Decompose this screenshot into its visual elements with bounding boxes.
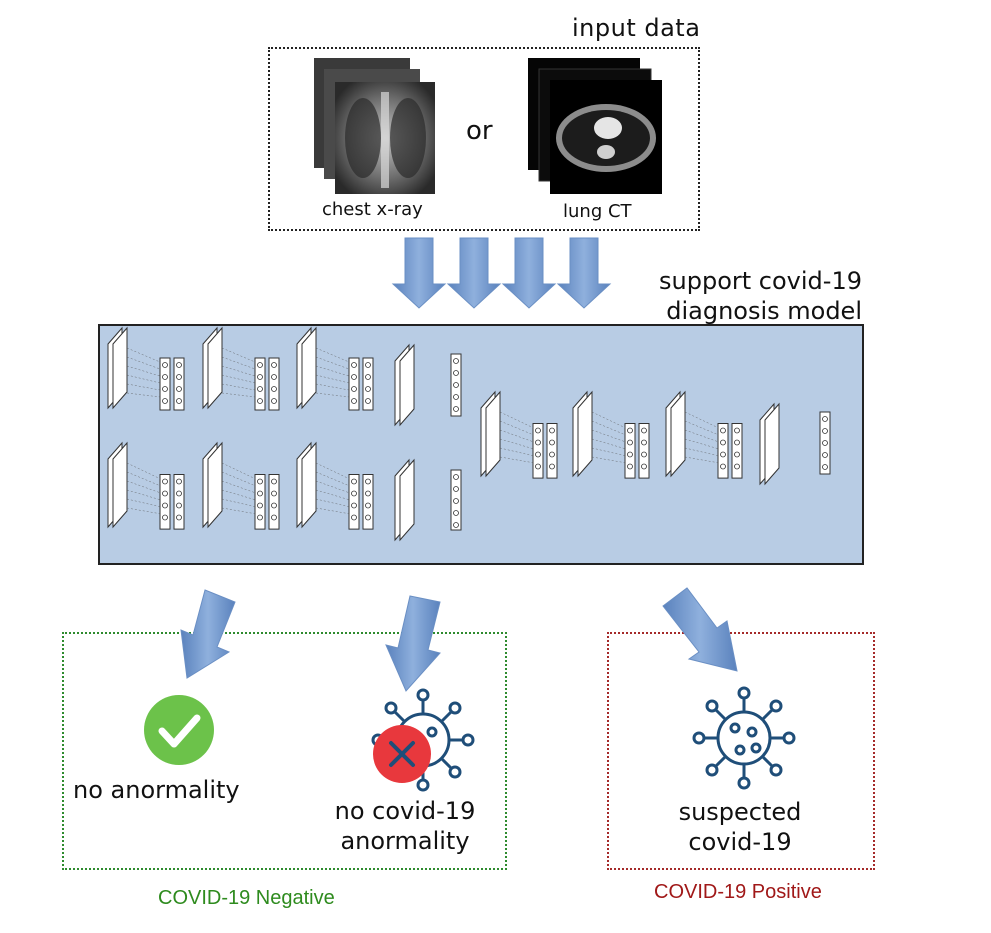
input-data-title: input data	[572, 14, 701, 42]
negative-results-box	[62, 632, 507, 870]
output-arrows	[180, 587, 738, 692]
virus-icon-positive	[692, 686, 796, 790]
lung-ct-images	[528, 58, 662, 194]
positive-results-box	[607, 632, 875, 870]
model-title: support covid-19 diagnosis model	[659, 267, 862, 325]
covid-positive-label: COVID-19 Positive	[654, 881, 822, 903]
no-anormality-label: no anormality	[73, 776, 240, 804]
input-arrows	[391, 237, 612, 309]
lung-ct-label: lung CT	[563, 201, 632, 222]
cross-icon	[373, 725, 431, 783]
check-icon	[144, 695, 214, 765]
chest-xray-label: chest x-ray	[322, 199, 423, 220]
input-data-box	[268, 47, 700, 231]
chest-xray-images	[314, 58, 435, 194]
no-covid-anormality-label: no covid-19 anormality	[334, 797, 476, 855]
covid-negative-label: COVID-19 Negative	[158, 887, 335, 909]
suspected-covid-label: suspected covid-19	[678, 798, 802, 856]
or-label: or	[466, 116, 493, 146]
